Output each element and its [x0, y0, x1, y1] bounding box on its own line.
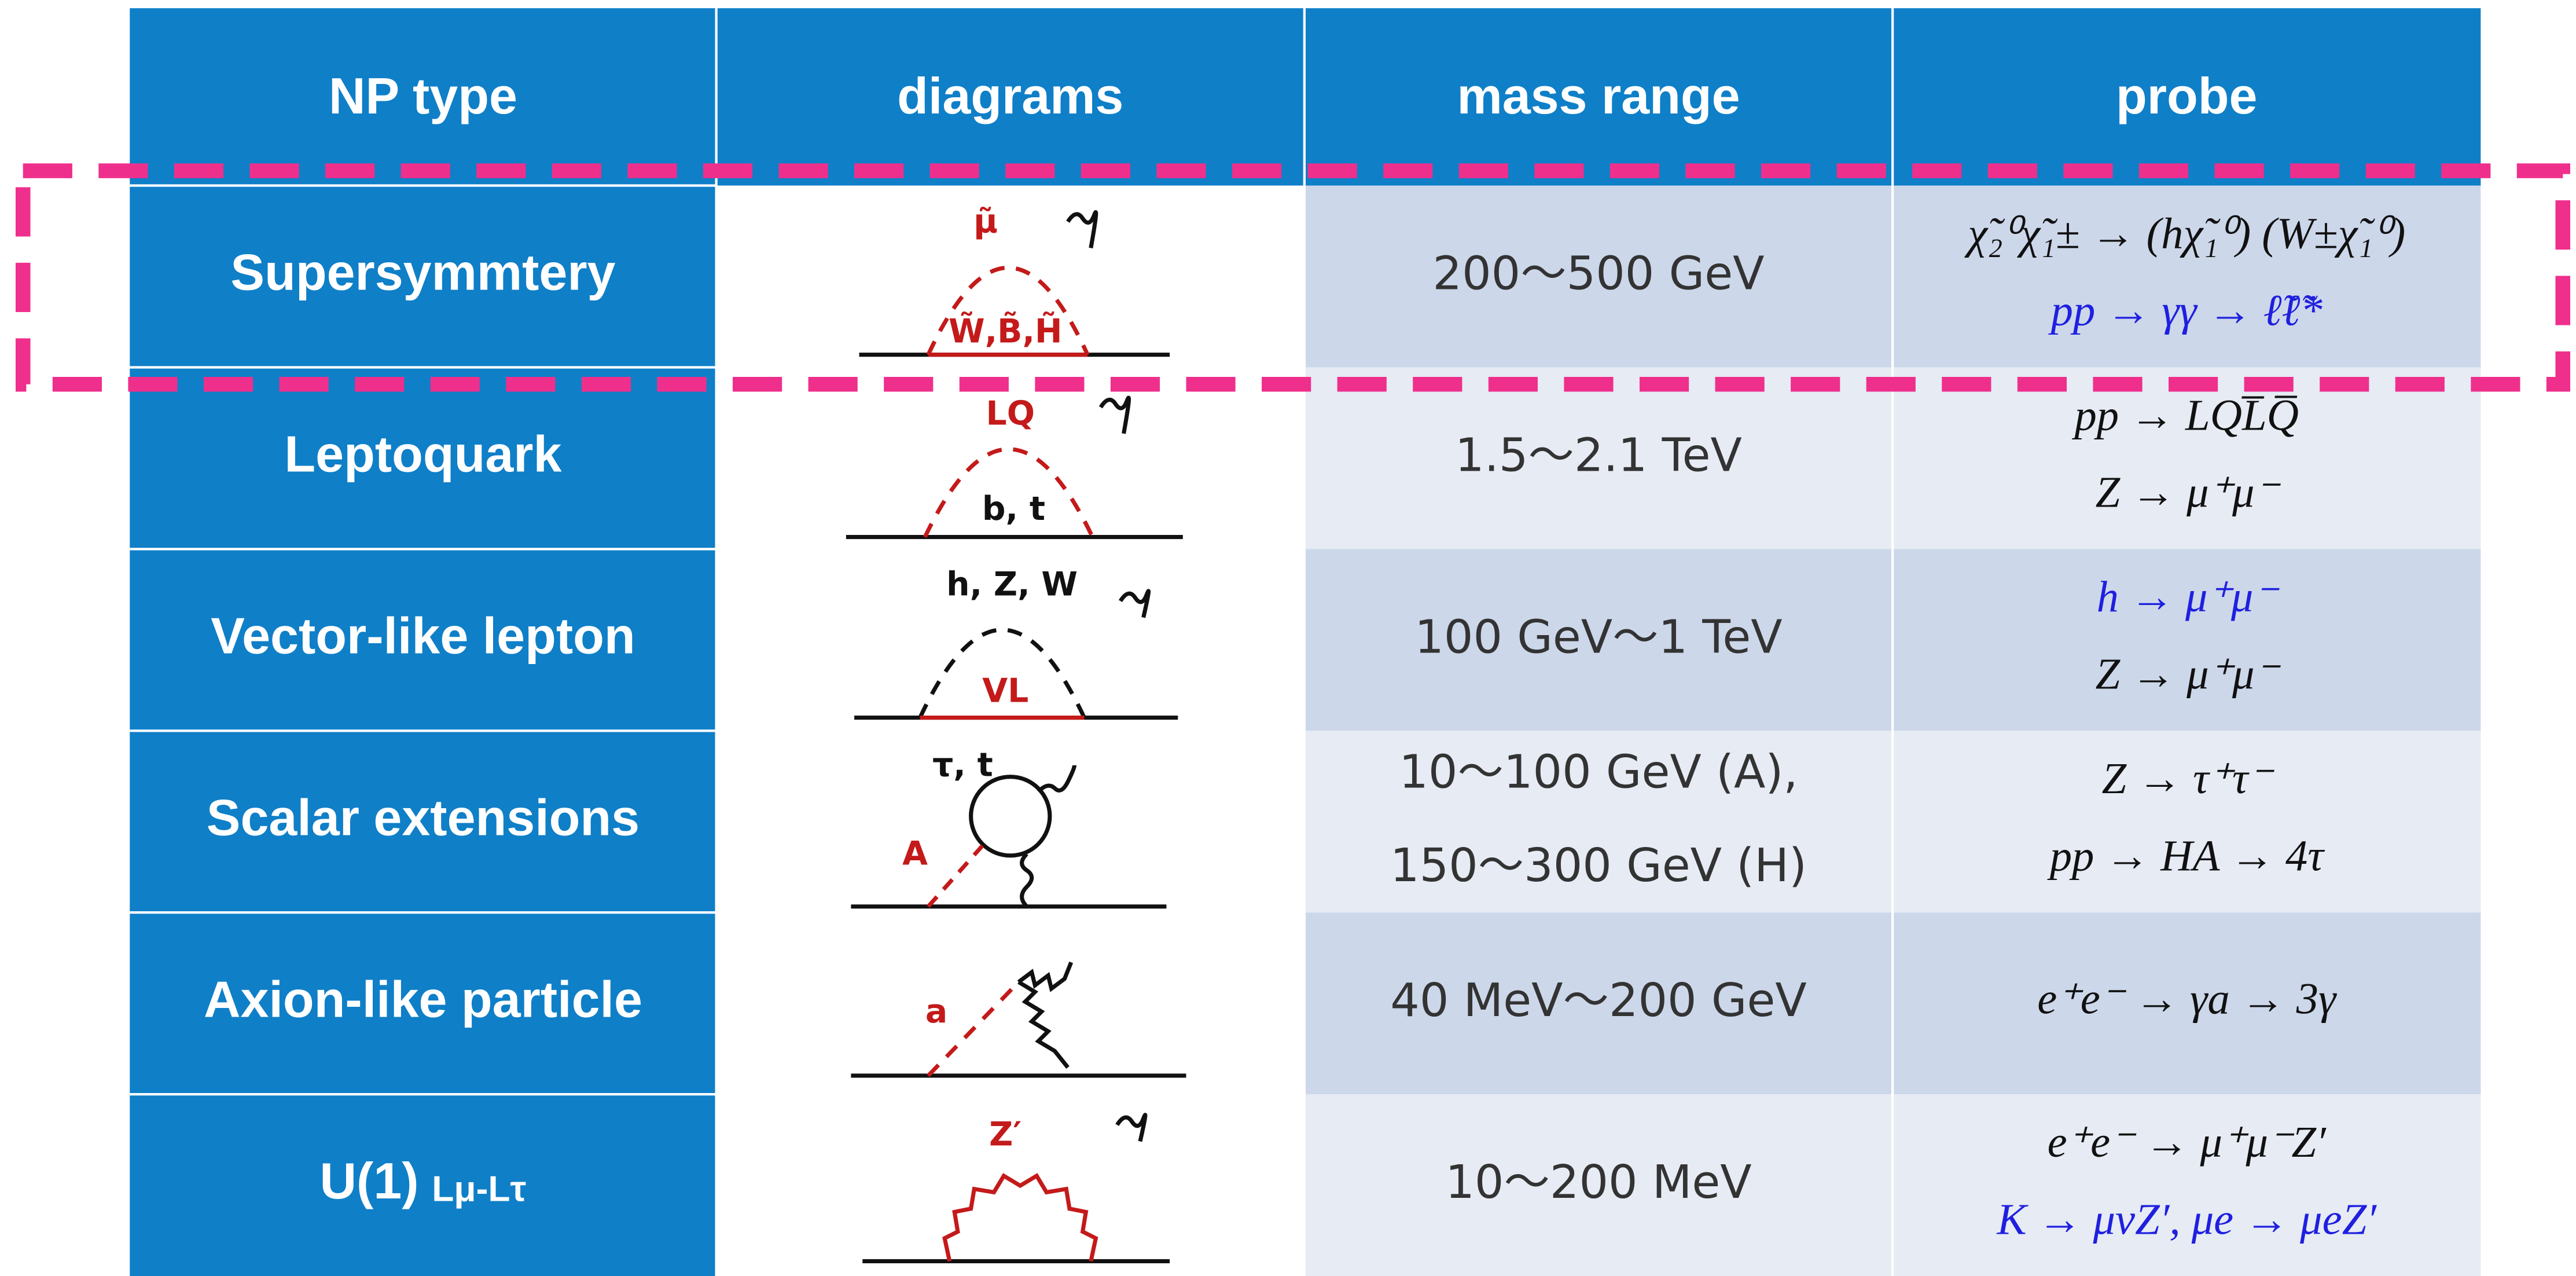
probe: χ̃₂⁰χ̃₁± → (hχ̃₁⁰) (W±χ̃₁⁰) [1964, 208, 2405, 258]
mass-range: 100 GeV～1 TeV [1414, 610, 1782, 663]
np-type: Scalar extensions [207, 789, 640, 846]
probe: pp → LQL̅Q̅ [2071, 390, 2299, 439]
header-cell: probe [2116, 67, 2257, 124]
diagram-label: μ̃ [973, 202, 998, 240]
mass-range: 1.5～2.1 TeV [1455, 428, 1742, 482]
diagram-label: A [902, 834, 928, 872]
diagram-cell [716, 731, 1304, 912]
np-type-sub: Lμ-Lτ [432, 1169, 526, 1209]
mass-range: 10～100 GeV (A), [1399, 745, 1798, 798]
mass-range: 40 MeV～200 GeV [1390, 973, 1806, 1027]
diagram-label: h, Z, W [946, 565, 1078, 603]
header-cell: mass range [1457, 67, 1740, 124]
diagram-label: a [925, 992, 947, 1031]
slide: NP type diagrams mass range probe Supersymmt… [0, 0, 2576, 1276]
probe: K → μνZ′, μe → μeZ′ [1996, 1194, 2377, 1244]
np-type: Vector-like lepton [211, 607, 635, 665]
diagram-label: b, t [982, 490, 1045, 528]
probe: Z → μ⁺μ⁻ [2096, 650, 2281, 699]
mass-range: 200～500 GeV [1433, 246, 1765, 300]
np-type: Supersymmtery [230, 244, 615, 301]
probe: Z → μ⁺μ⁻ [2096, 468, 2281, 517]
np-type: Leptoquark [284, 426, 561, 483]
diagram-label: LQ [986, 394, 1035, 432]
probe: h → μ⁺μ⁻ [2097, 572, 2280, 621]
diagram-label: τ, t [932, 746, 993, 784]
type-cell [130, 1094, 716, 1276]
mass-range: 10～200 MeV [1445, 1155, 1751, 1209]
diagram-label: W̃,B̃,H̃ [949, 311, 1063, 350]
diagram-label: Z′ [989, 1116, 1021, 1154]
page: NP type diagrams mass range probe Supersymmt… [0, 0, 2576, 1276]
header-cell: diagrams [897, 67, 1123, 124]
np-type-main: U(1) [319, 1152, 418, 1209]
diagram-label: VL [982, 672, 1028, 710]
diagram-cell [716, 912, 1304, 1094]
probe: e⁺e⁻ → μ⁺μ⁻Z′ [2048, 1117, 2327, 1167]
probe: pp → γγ → ℓ̃ℓ̃* [2048, 286, 2323, 335]
np-type: Axion-like particle [204, 970, 642, 1028]
probe: pp → HA → 4τ [2047, 831, 2325, 880]
probe: e⁺e⁻ → γa → 3γ [2037, 974, 2337, 1024]
header-cell: NP type [329, 67, 517, 124]
mass-range: 150～300 GeV (H) [1390, 838, 1807, 892]
table: NP type diagrams mass range probe Supersymmt… [130, 8, 2481, 1276]
probe: Z → τ⁺τ⁻ [2102, 754, 2275, 803]
